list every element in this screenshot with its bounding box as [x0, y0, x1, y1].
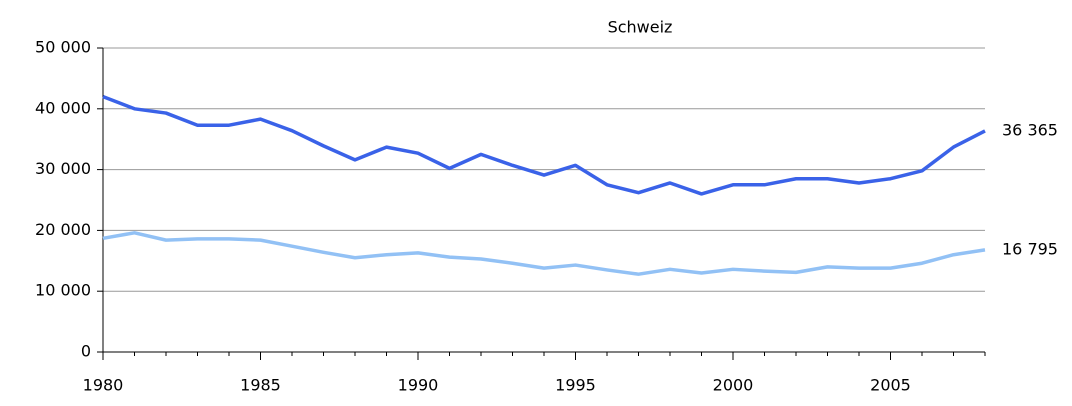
x-tick-label: 2000 — [713, 376, 754, 395]
chart-title: Schweiz — [608, 18, 673, 37]
line — [102, 95, 986, 196]
x-tick-label: 1980 — [83, 376, 124, 395]
y-tick-label: 50 000 — [35, 38, 91, 57]
value-label: 16 795 — [1002, 239, 1058, 258]
y-tick-label: 20 000 — [35, 220, 91, 239]
line — [102, 231, 986, 276]
x-tick-label: 1995 — [555, 376, 596, 395]
x-tick-label: 1990 — [398, 376, 439, 395]
value-label: 36 365 — [1002, 120, 1058, 139]
y-tick-label: 40 000 — [35, 98, 91, 117]
y-tick-label: 30 000 — [35, 159, 91, 178]
x-tick-label: 2005 — [870, 376, 911, 395]
y-tick-label: 10 000 — [35, 281, 91, 300]
y-tick-label: 0 — [81, 342, 91, 361]
x-tick-label: 1985 — [240, 376, 281, 395]
